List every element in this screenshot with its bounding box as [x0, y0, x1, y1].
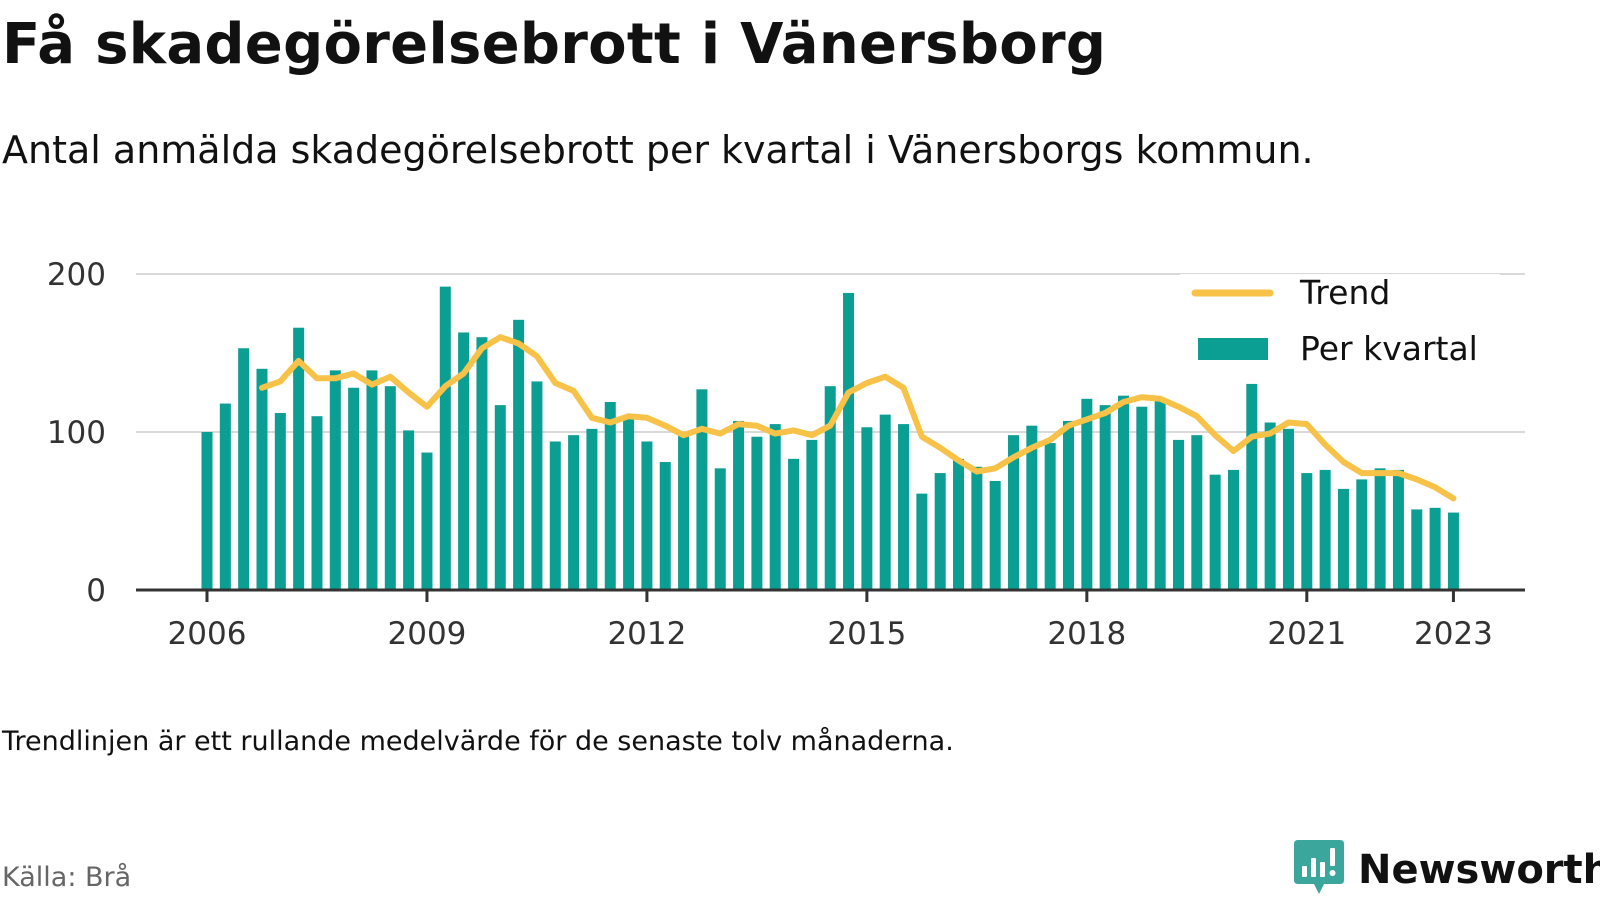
- bar: [403, 430, 415, 590]
- y-tick-label: 200: [47, 257, 106, 293]
- bar: [659, 462, 671, 590]
- footnote: Trendlinjen är ett rullande medelvärde f…: [2, 726, 954, 757]
- bar: [1081, 398, 1093, 590]
- bar: [861, 427, 873, 590]
- bar: [1301, 473, 1313, 590]
- x-tick-label: 2021: [1267, 616, 1346, 652]
- legend: Trend Per kvartal: [1180, 273, 1500, 384]
- bar: [1264, 422, 1276, 590]
- bars: [201, 286, 1459, 590]
- bar: [1172, 439, 1184, 590]
- y-tick-label: 100: [47, 415, 106, 451]
- bar: [1429, 507, 1441, 590]
- bar: [348, 387, 360, 590]
- bar: [989, 480, 1001, 590]
- x-tick-label: 2018: [1047, 616, 1126, 652]
- bar: [1319, 469, 1331, 590]
- legend-bar-label: Per kvartal: [1300, 329, 1478, 368]
- bar: [1209, 474, 1221, 590]
- bar: [696, 389, 708, 590]
- x-tick-label: 2015: [827, 616, 906, 652]
- bar: [458, 332, 470, 590]
- bar: [1356, 479, 1368, 590]
- bar: [1191, 435, 1203, 590]
- bar: [769, 424, 781, 590]
- bar: [1118, 395, 1129, 590]
- x-tick-label: 2023: [1414, 616, 1493, 652]
- chart-subtitle: Antal anmälda skadegörelsebrott per kvar…: [2, 128, 1314, 172]
- bar: [366, 370, 378, 590]
- bar: [1154, 400, 1166, 590]
- bar: [201, 432, 213, 590]
- bar: [549, 441, 561, 590]
- brand-logo: Newsworthy: [1294, 840, 1600, 900]
- bar: [898, 424, 910, 590]
- bar: [678, 435, 690, 590]
- x-tick-label: 2009: [388, 616, 467, 652]
- trend-line: [259, 334, 1457, 502]
- bar: [1063, 420, 1075, 590]
- bar: [1374, 468, 1386, 590]
- bar: [916, 493, 928, 590]
- bar: [1026, 425, 1038, 590]
- bar: [439, 286, 451, 590]
- bar: [1337, 488, 1349, 590]
- axes: 0 100 200 2006 2009 2012 2015 2018 2021 2023: [47, 257, 1525, 652]
- bar: [1227, 469, 1239, 590]
- bar: [971, 466, 983, 590]
- bar: [641, 441, 653, 590]
- y-tick-label: 0: [86, 573, 106, 609]
- bar: [824, 386, 836, 590]
- bar: [604, 401, 616, 590]
- bar: [879, 414, 891, 590]
- source-credit: Källa: Brå: [2, 862, 132, 893]
- bar: [1044, 443, 1056, 590]
- chart-title: Få skadegörelsebrott i Vänersborg: [2, 12, 1107, 77]
- bar: [1136, 406, 1148, 590]
- bar: [293, 327, 305, 590]
- bar: [953, 458, 965, 590]
- bar: [238, 348, 250, 590]
- bar: [1246, 383, 1258, 590]
- trend-line-group: [259, 334, 1457, 502]
- bar-chart: 0 100 200 2006 2009 2012 2015 2018 2021 2023 Tren…: [47, 257, 1525, 652]
- bar: [219, 403, 231, 590]
- bar: [586, 428, 598, 590]
- bar: [531, 381, 543, 590]
- bar: [274, 413, 286, 590]
- bar: [1392, 469, 1404, 590]
- bar: [311, 416, 323, 590]
- bar: [494, 405, 506, 590]
- bar: [934, 473, 946, 590]
- bar-chart-speech-bubble-icon: [1294, 840, 1344, 900]
- bar: [476, 337, 488, 590]
- bar: [421, 452, 433, 590]
- bar: [1099, 405, 1111, 590]
- x-tick-label: 2006: [168, 616, 247, 652]
- x-tick-label: 2012: [607, 616, 686, 652]
- bar: [733, 420, 745, 590]
- legend-trend-label: Trend: [1299, 273, 1390, 312]
- bar: [843, 292, 855, 590]
- bar: [806, 439, 818, 590]
- bar: [384, 386, 396, 590]
- bar: [788, 458, 800, 590]
- bar: [1008, 435, 1020, 590]
- bar: [1411, 509, 1423, 590]
- bar: [329, 370, 341, 590]
- legend-bar-swatch: [1198, 338, 1268, 360]
- bar: [1447, 512, 1459, 590]
- bar: [751, 436, 763, 590]
- brand-name: Newsworthy: [1358, 847, 1600, 893]
- bar: [623, 416, 635, 590]
- bar: [714, 468, 726, 590]
- bar: [1282, 428, 1294, 590]
- bar: [256, 368, 268, 590]
- bar: [513, 319, 525, 590]
- bar: [568, 435, 580, 590]
